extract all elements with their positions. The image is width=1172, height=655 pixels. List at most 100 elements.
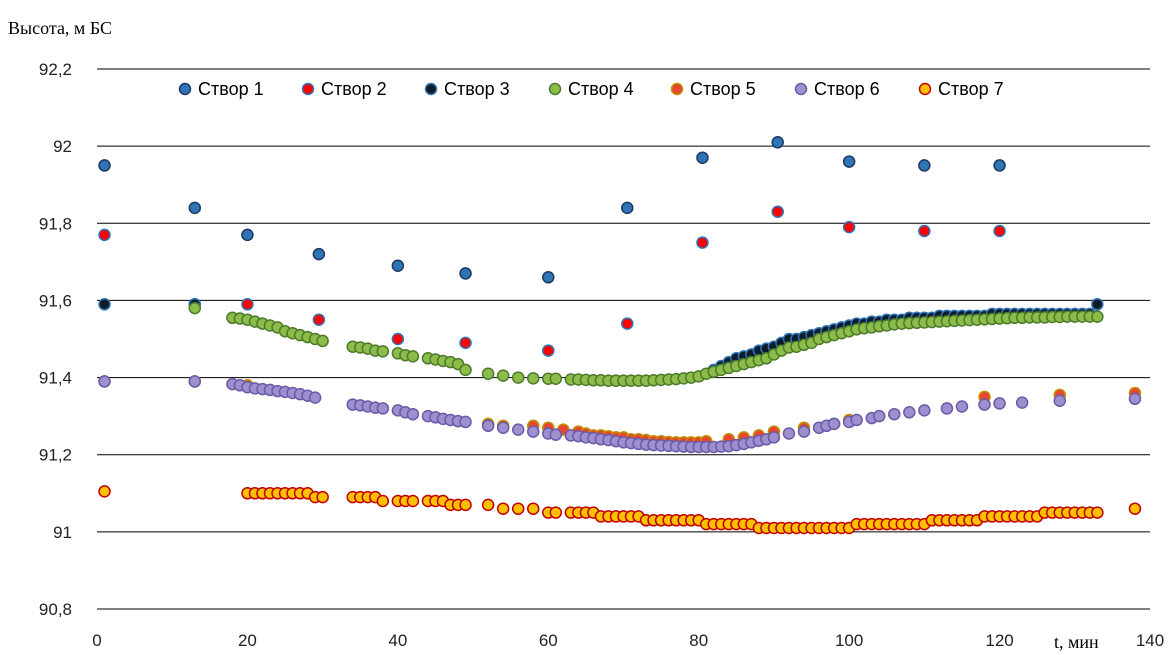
data-point (406, 407, 420, 421)
data-point (903, 406, 916, 419)
data-point (918, 159, 931, 172)
data-point (549, 372, 563, 385)
legend-label: Створ 1 (198, 79, 264, 99)
data-point (526, 425, 540, 438)
data-point (316, 490, 329, 504)
series-6 (98, 375, 1142, 454)
data-point (549, 506, 563, 519)
data-point (542, 344, 555, 357)
x-tick-label: 140 (1136, 631, 1164, 650)
data-point (98, 228, 111, 242)
y-tick-label: 92 (53, 137, 72, 156)
data-point (188, 301, 202, 315)
data-point (940, 402, 954, 415)
data-point (308, 391, 322, 404)
data-point (481, 498, 495, 512)
data-point (526, 502, 540, 515)
data-point (872, 409, 886, 423)
data-point (1128, 392, 1142, 406)
data-point (496, 369, 510, 382)
legend-label: Створ 6 (814, 79, 880, 99)
y-tick-label: 90,8 (39, 600, 72, 619)
x-tick-label: 0 (92, 631, 101, 650)
legend-label: Створ 7 (938, 79, 1004, 99)
y-axis-title: Высота, м БС (8, 18, 113, 38)
data-point (312, 247, 326, 261)
data-point (188, 201, 202, 215)
x-tick-label: 40 (388, 631, 407, 650)
data-point (526, 372, 540, 385)
y-tick-label: 91,2 (39, 446, 72, 465)
data-point (850, 413, 863, 427)
data-point (621, 201, 634, 215)
data-point (955, 400, 969, 413)
data-point (696, 151, 709, 164)
data-point (312, 313, 326, 326)
data-point (481, 367, 495, 380)
data-point (188, 375, 202, 388)
data-point (481, 419, 495, 433)
y-tick-label: 91,8 (39, 214, 72, 233)
legend-marker (794, 82, 808, 96)
series-7 (98, 485, 1142, 535)
data-point (98, 159, 111, 172)
y-tick-label: 91 (53, 523, 72, 542)
data-point (888, 407, 901, 421)
data-point (696, 236, 709, 249)
legend-marker (178, 82, 192, 96)
data-point (771, 205, 784, 218)
data-point (1015, 396, 1029, 409)
legend-marker (301, 82, 315, 96)
data-point (1091, 298, 1104, 311)
data-point (511, 502, 525, 515)
x-tick-label: 120 (985, 631, 1013, 650)
legend: Створ 1 Створ 2 Створ 3 Створ 4 Створ 5 Створ… (178, 79, 1004, 99)
tick-labels: 90,8 91 91,2 91,4 91,6 91,8 92 92,2 0 20 40 60 80 100… (39, 60, 1164, 650)
data-point (827, 417, 841, 431)
legend-label: Створ 3 (444, 79, 510, 99)
data-point (993, 397, 1006, 410)
legend-label: Створ 5 (690, 79, 756, 99)
data-point (98, 375, 111, 388)
data-point (459, 267, 472, 280)
data-point (241, 298, 254, 311)
series-3 (98, 298, 1104, 377)
legend-marker (918, 82, 932, 96)
data-point (406, 494, 420, 508)
data-point (459, 336, 472, 350)
legend-marker (548, 82, 562, 96)
data-point (782, 427, 796, 440)
y-tick-label: 92,2 (39, 60, 72, 79)
legend-label: Створ 4 (568, 79, 634, 99)
data-point (459, 415, 472, 429)
x-axis-title: t, мин (1052, 632, 1101, 652)
data-point (496, 421, 510, 434)
data-point (842, 220, 856, 234)
data-point (1053, 394, 1066, 407)
data-point (993, 224, 1006, 238)
data-point (767, 431, 781, 444)
data-point (241, 228, 254, 242)
data-point (771, 136, 784, 149)
data-point (391, 259, 405, 272)
gridlines (97, 68, 1150, 610)
data-points (98, 136, 1142, 535)
legend-marker (424, 82, 438, 96)
data-point (842, 155, 856, 168)
y-tick-label: 91,4 (39, 369, 72, 388)
data-point (549, 428, 563, 441)
legend-marker (670, 82, 684, 96)
data-point (391, 332, 405, 346)
data-point (542, 271, 555, 284)
data-point (376, 494, 390, 508)
data-point (797, 425, 811, 438)
x-tick-label: 100 (835, 631, 863, 650)
data-point (376, 402, 390, 415)
data-point (1091, 506, 1104, 519)
data-point (376, 345, 390, 358)
data-point (406, 350, 420, 363)
data-point (496, 502, 510, 515)
x-tick-label: 80 (689, 631, 708, 650)
